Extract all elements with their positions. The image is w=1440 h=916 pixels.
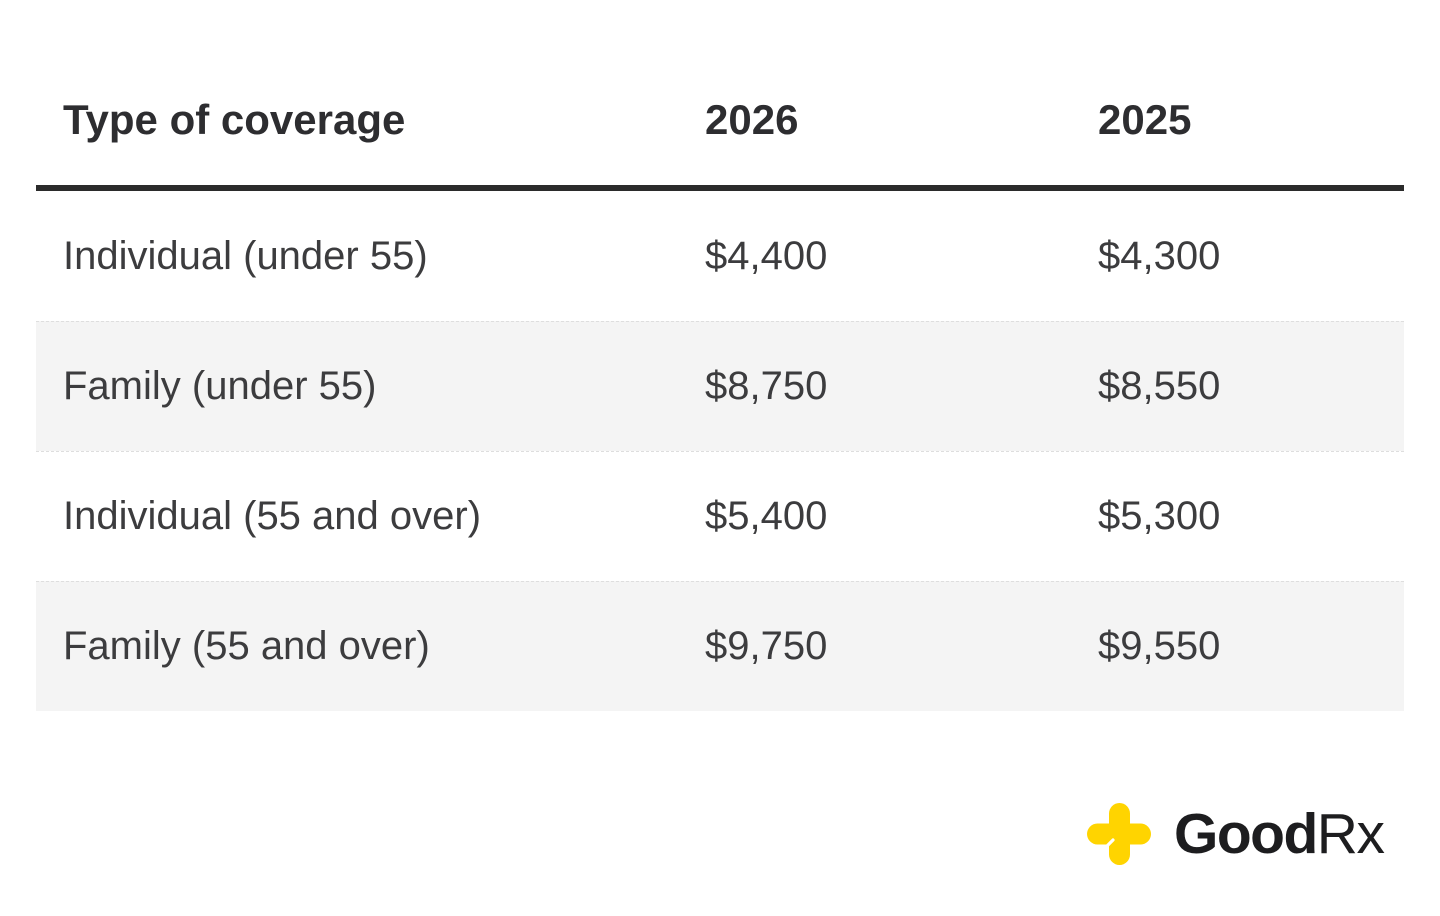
coverage-label: Family (under 55) [63,364,377,408]
coverage-label: Family (55 and over) [63,624,430,668]
table-row-individual-55-and-over: Individual (55 and over) $5,400 $5,300 [36,451,1404,581]
limit-2025-value: $4,300 [1098,233,1221,278]
limit-2025-value: $8,550 [1098,364,1221,408]
limit-2025-value: $5,300 [1098,494,1221,538]
table-header-row: Type of coverage 2026 2025 [36,84,1404,156]
goodrx-wordmark-good: Good [1174,801,1318,866]
column-header-2025: 2025 [1098,96,1192,143]
table-body: Individual (under 55) $4,400 $4,300 Fami… [36,191,1404,711]
goodrx-logo: GoodRx [1086,799,1385,869]
limit-2026-value: $5,400 [705,494,828,538]
table-row-family-55-and-over: Family (55 and over) $9,750 $9,550 [36,581,1404,711]
goodrx-wordmark: GoodRx [1174,805,1385,863]
limit-2026-value: $4,400 [705,233,828,278]
coverage-label: Individual (55 and over) [63,494,482,538]
goodrx-plus-icon [1086,801,1152,867]
column-header-2026: 2026 [705,96,799,143]
column-header-coverage: Type of coverage [63,96,406,143]
goodrx-wordmark-rx: Rx [1316,801,1385,866]
table-row-family-under-55: Family (under 55) $8,750 $8,550 [36,321,1404,451]
coverage-label: Individual (under 55) [63,233,428,278]
table-row-individual-under-55: Individual (under 55) $4,400 $4,300 [36,191,1404,321]
limit-2026-value: $8,750 [705,364,828,408]
header-divider-rule [36,185,1404,191]
limit-2025-value: $9,550 [1098,624,1221,668]
limit-2026-value: $9,750 [705,624,828,668]
